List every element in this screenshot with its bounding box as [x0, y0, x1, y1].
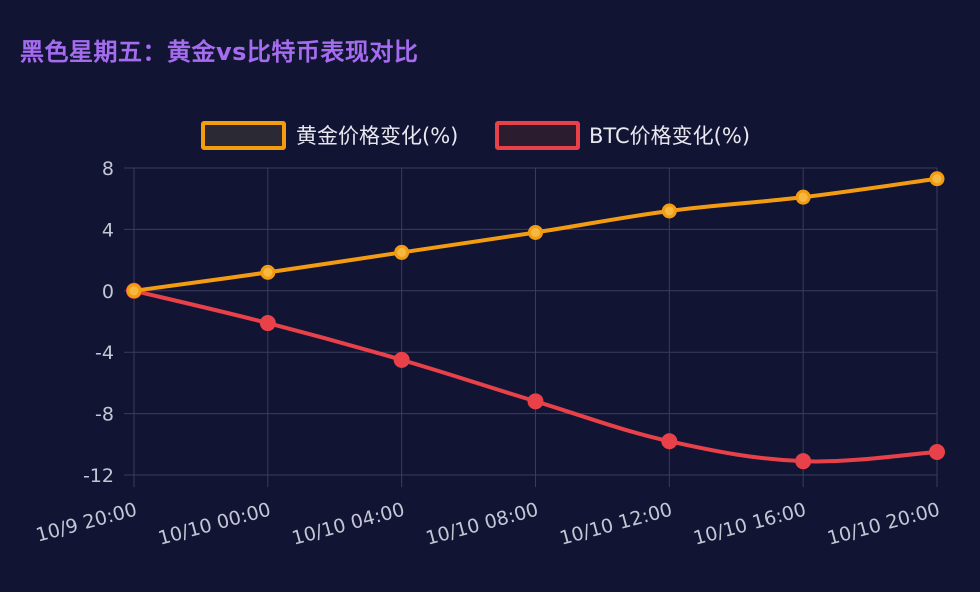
- legend-swatch[interactable]: [495, 121, 580, 150]
- x-tick-label: 10/10 04:00: [290, 499, 407, 550]
- x-tick-label: 10/10 20:00: [825, 499, 942, 550]
- data-point[interactable]: [259, 315, 276, 332]
- series-lines: [126, 171, 945, 470]
- legend-label[interactable]: BTC价格变化(%): [589, 124, 750, 148]
- y-tick-label: 8: [102, 158, 114, 180]
- data-point[interactable]: [528, 224, 543, 240]
- x-tick-label: 10/10 00:00: [156, 499, 273, 550]
- y-tick-label: -12: [83, 465, 114, 487]
- data-point[interactable]: [795, 189, 811, 205]
- data-point[interactable]: [126, 283, 142, 299]
- data-point[interactable]: [661, 433, 678, 450]
- y-tick-label: 4: [102, 219, 114, 241]
- x-tick-label: 10/9 20:00: [34, 499, 140, 547]
- y-tick-label: -8: [95, 404, 114, 426]
- x-tick-label: 10/10 08:00: [423, 499, 540, 550]
- data-point[interactable]: [394, 244, 410, 260]
- data-point[interactable]: [393, 351, 410, 368]
- data-point[interactable]: [929, 171, 945, 187]
- grid-lines: [124, 167, 938, 487]
- data-point[interactable]: [260, 264, 276, 280]
- data-point[interactable]: [661, 203, 677, 219]
- axis-labels: 8 4 0 -4 -8 -12 10/9 20:00 10/10 00:00 10/10 04:…: [34, 158, 943, 550]
- x-tick-label: 10/10 12:00: [557, 499, 674, 550]
- chart-title: 黑色星期五：黄金vs比特币表现对比: [20, 38, 419, 66]
- legend-swatch[interactable]: [201, 121, 286, 150]
- data-point[interactable]: [929, 443, 945, 460]
- y-tick-label: 0: [102, 281, 114, 303]
- data-point[interactable]: [795, 453, 812, 470]
- data-point[interactable]: [527, 393, 544, 410]
- legend[interactable]: 黄金价格变化(%) BTC价格变化(%): [201, 121, 750, 150]
- y-tick-label: -4: [95, 342, 114, 364]
- x-tick-label: 10/10 16:00: [691, 499, 808, 550]
- legend-label[interactable]: 黄金价格变化(%): [296, 124, 458, 148]
